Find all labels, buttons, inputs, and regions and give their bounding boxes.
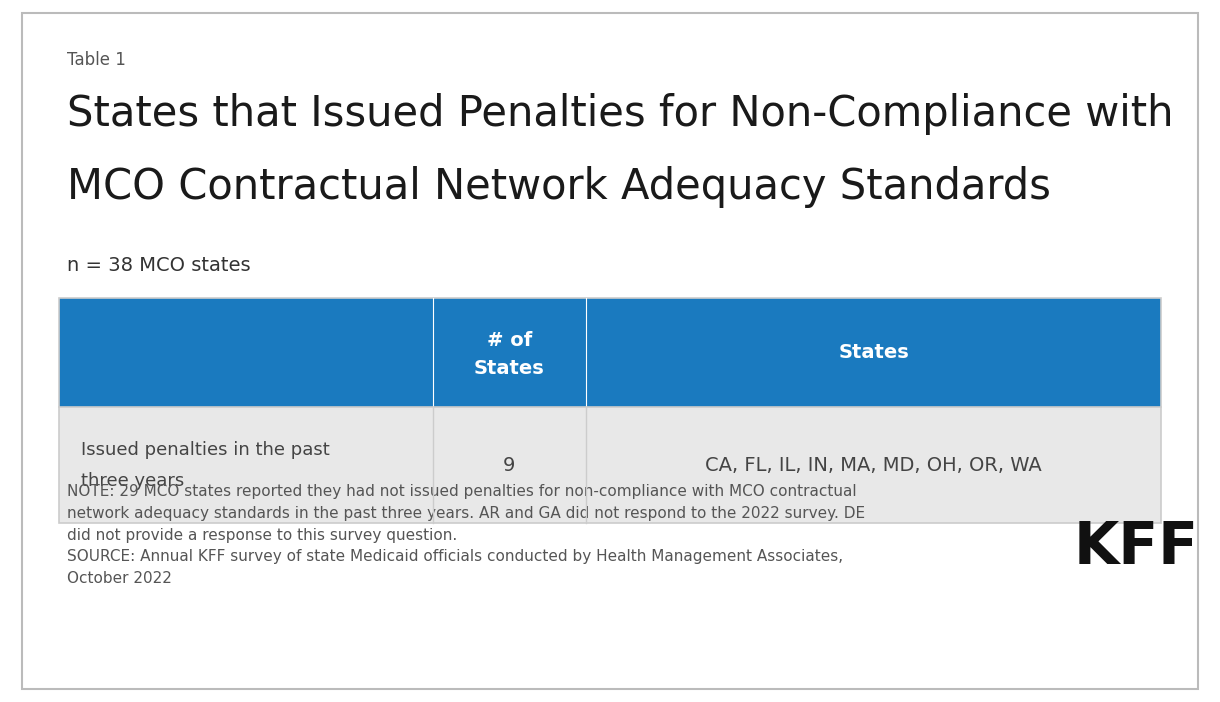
Text: three years: three years (81, 472, 184, 489)
Text: Table 1: Table 1 (67, 51, 126, 69)
Text: Issued penalties in the past: Issued penalties in the past (81, 441, 329, 458)
Text: KFF: KFF (1074, 519, 1198, 576)
Text: MCO Contractual Network Adequacy Standards: MCO Contractual Network Adequacy Standar… (67, 166, 1050, 208)
Text: CA, FL, IL, IN, MA, MD, OH, OR, WA: CA, FL, IL, IN, MA, MD, OH, OR, WA (705, 456, 1042, 475)
Text: 9: 9 (503, 456, 516, 475)
Text: n = 38 MCO states: n = 38 MCO states (67, 256, 251, 274)
Text: States: States (838, 343, 909, 362)
Text: # of: # of (487, 331, 532, 350)
Text: NOTE: 29 MCO states reported they had not issued penalties for non-compliance wi: NOTE: 29 MCO states reported they had no… (67, 484, 865, 585)
Text: States: States (475, 359, 544, 378)
Text: States that Issued Penalties for Non-Compliance with: States that Issued Penalties for Non-Com… (67, 93, 1174, 135)
